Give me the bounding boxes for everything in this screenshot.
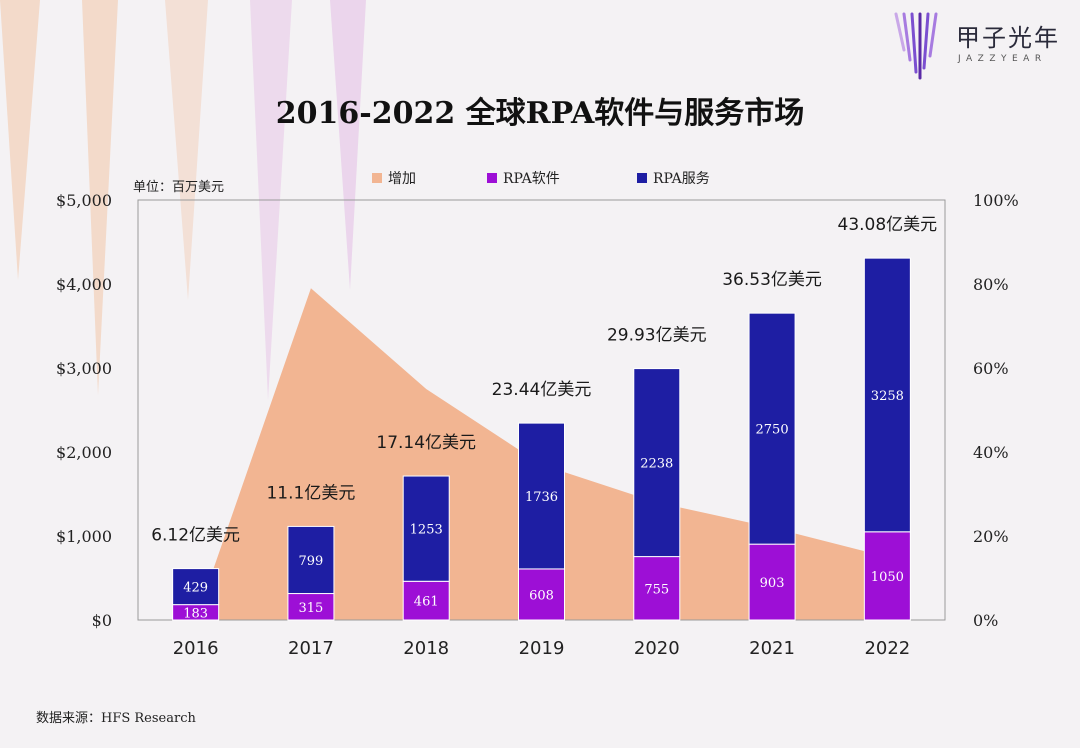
y-right-tick-label: 40% <box>973 443 1009 462</box>
decoration-streak <box>0 0 40 280</box>
y-left-tick-label: $3,000 <box>56 359 112 378</box>
software-value-label: 461 <box>414 595 439 610</box>
bar-rpa-software <box>518 568 565 621</box>
legend-label: RPA软件 <box>503 171 560 187</box>
software-value-label: 755 <box>644 582 669 597</box>
bar-rpa-software <box>287 593 335 621</box>
chart-title: 2016-2022 全球RPA软件与服务市场 <box>275 96 805 131</box>
jazzyear-logo: 甲子光年 JAZZYEAR <box>890 10 1070 85</box>
y-left-tick-label: $4,000 <box>56 275 112 294</box>
x-tick-label: 2022 <box>864 638 910 659</box>
bar-rpa-services <box>172 568 220 606</box>
software-value-label: 903 <box>760 576 785 591</box>
x-tick-label: 2016 <box>173 638 219 659</box>
bar-rpa-software <box>748 543 796 621</box>
unit-label: 单位：百万美元 <box>133 180 225 195</box>
x-tick-label: 2020 <box>634 638 680 659</box>
bar-rpa-services <box>287 525 335 595</box>
total-value-label: 29.93亿美元 <box>607 326 707 346</box>
services-value-label: 3258 <box>871 389 904 404</box>
legend-swatch <box>637 173 647 183</box>
decoration-streak <box>165 0 208 300</box>
bar-rpa-services <box>748 312 796 545</box>
x-tick-label: 2021 <box>749 638 795 659</box>
y-left-tick-label: $1,000 <box>56 527 112 546</box>
y-right-tick-label: 0% <box>973 611 998 630</box>
source-note: 数据来源：HFS Research <box>36 711 196 726</box>
y-right-tick-label: 20% <box>973 527 1009 546</box>
y-right-tick-label: 80% <box>973 275 1009 294</box>
decoration-streak <box>82 0 118 395</box>
total-value-label: 11.1亿美元 <box>266 483 355 503</box>
total-value-label: 17.14亿美元 <box>376 433 476 453</box>
total-value-label: 6.12亿美元 <box>151 526 240 546</box>
bar-rpa-services <box>863 257 911 533</box>
area-increase-series <box>195 288 888 620</box>
y-left-tick-label: $5,000 <box>56 191 112 210</box>
bar-rpa-services <box>402 475 450 582</box>
total-value-label: 36.53亿美元 <box>722 270 822 290</box>
legend-label: RPA服务 <box>653 171 710 187</box>
y-right-tick-label: 100% <box>973 191 1019 210</box>
logo-text-cn: 甲子光年 <box>956 24 1060 52</box>
total-value-label: 43.08亿美元 <box>838 215 938 235</box>
x-tick-label: 2019 <box>519 638 565 659</box>
services-value-label: 2750 <box>756 423 789 438</box>
y-left-tick-label: $2,000 <box>56 443 112 462</box>
services-value-label: 1253 <box>410 523 443 538</box>
services-value-label: 1736 <box>525 490 558 505</box>
software-value-label: 315 <box>299 601 324 616</box>
services-value-label: 799 <box>299 554 324 569</box>
bar-rpa-services <box>633 368 681 558</box>
legend-swatch <box>487 173 497 183</box>
decoration-streak <box>330 0 366 290</box>
logo-text-en: JAZZYEAR <box>958 54 1047 64</box>
software-value-label: 183 <box>183 606 208 621</box>
y-right-tick-label: 60% <box>973 359 1009 378</box>
x-tick-label: 2017 <box>288 638 334 659</box>
bar-rpa-software <box>402 580 450 621</box>
bar-rpa-software <box>863 531 911 621</box>
y-left-tick-label: $0 <box>92 611 112 630</box>
total-value-label: 23.44亿美元 <box>492 380 592 400</box>
legend-label: 增加 <box>388 171 416 187</box>
legend-swatch <box>372 173 382 183</box>
software-value-label: 608 <box>529 588 554 603</box>
software-value-label: 1050 <box>871 570 904 585</box>
services-value-label: 2238 <box>640 457 673 472</box>
services-value-label: 429 <box>183 581 208 596</box>
bar-rpa-services <box>518 422 565 570</box>
logo-mark-icon <box>894 12 938 80</box>
x-tick-label: 2018 <box>403 638 449 659</box>
